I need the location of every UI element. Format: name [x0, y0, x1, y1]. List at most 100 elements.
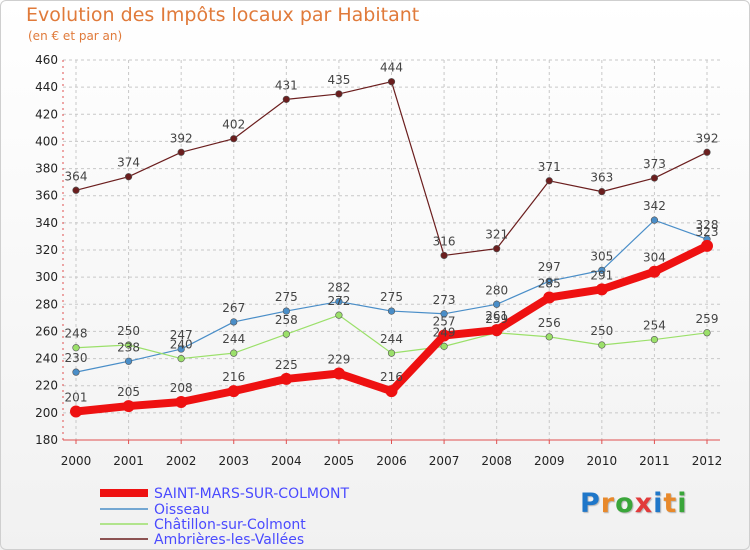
- data-point: [70, 405, 82, 418]
- y-tick-label: 440: [35, 80, 58, 94]
- data-point: [387, 307, 396, 315]
- y-tick-label: 180: [35, 433, 58, 447]
- data-label: 230: [65, 351, 88, 365]
- data-label: 244: [380, 332, 403, 346]
- data-point: [648, 265, 661, 278]
- x-tick-label: 2012: [692, 454, 723, 468]
- data-point: [598, 188, 606, 196]
- x-tick-label: 2010: [587, 454, 618, 468]
- data-label: 216: [222, 370, 245, 384]
- y-tick-label: 200: [35, 406, 58, 420]
- data-label: 201: [65, 391, 88, 405]
- data-point: [493, 245, 501, 253]
- data-point: [440, 342, 448, 350]
- y-tick-label: 460: [35, 53, 58, 67]
- data-label: 257: [433, 315, 456, 329]
- y-tick-label: 300: [35, 270, 58, 284]
- data-label: 275: [275, 290, 298, 304]
- y-tick-label: 240: [35, 352, 58, 366]
- data-point: [122, 400, 135, 413]
- y-tick-label: 360: [35, 189, 58, 203]
- x-tick-label: 2000: [61, 454, 92, 468]
- data-label: 259: [696, 312, 719, 326]
- data-label: 373: [643, 157, 666, 171]
- data-point: [175, 396, 188, 408]
- data-point: [545, 333, 553, 341]
- chart-title: Evolution des Impôts locaux par Habitant: [26, 4, 420, 26]
- logo-letter: r: [600, 488, 616, 519]
- data-label: 374: [117, 156, 140, 170]
- legend-label: Châtillon-sur-Colmont: [154, 517, 306, 533]
- data-point: [545, 177, 553, 185]
- data-point: [282, 330, 290, 338]
- x-tick-label: 2003: [218, 454, 249, 468]
- data-label: 273: [433, 293, 456, 307]
- data-point: [701, 239, 713, 252]
- data-point: [177, 345, 185, 353]
- data-label: 282: [327, 281, 350, 295]
- x-tick-label: 2004: [271, 454, 302, 468]
- data-label: 216: [380, 370, 403, 384]
- data-label: 208: [170, 381, 193, 395]
- data-label: 275: [380, 290, 403, 304]
- data-point: [650, 174, 659, 182]
- data-point: [703, 148, 711, 156]
- data-label: 328: [696, 218, 719, 232]
- x-tick-label: 2009: [534, 454, 565, 468]
- data-label: 261: [485, 309, 508, 323]
- data-label: 280: [485, 283, 508, 297]
- data-label: 250: [590, 324, 613, 338]
- data-point: [387, 78, 396, 86]
- y-tick-label: 400: [35, 134, 58, 148]
- data-label: 285: [538, 277, 561, 291]
- legend-label: Ambrières-les-Vallées: [154, 532, 304, 548]
- data-label: 435: [327, 73, 350, 87]
- data-point: [440, 310, 448, 318]
- y-tick-label: 380: [35, 162, 58, 176]
- data-label: 431: [275, 78, 298, 92]
- data-label: 364: [65, 169, 88, 183]
- data-point: [387, 349, 396, 357]
- data-point: [72, 186, 80, 194]
- data-label: 363: [590, 171, 613, 185]
- data-point: [650, 216, 659, 224]
- data-point: [650, 335, 659, 344]
- data-label: 238: [117, 340, 140, 354]
- data-point: [280, 372, 293, 385]
- data-point: [230, 349, 238, 357]
- data-point: [332, 367, 345, 380]
- data-label: 240: [170, 338, 193, 352]
- y-axis: 180 200 220 240 260 280 300 320 340 360 380 400 420 4…: [35, 53, 64, 447]
- data-labels: 364 374 392 402 431 435 444 316 321 371 363 373 392 2…: [65, 61, 719, 405]
- x-tick-label: 2007: [429, 454, 460, 468]
- data-point: [124, 357, 133, 365]
- data-label: 297: [538, 260, 561, 274]
- data-label: 244: [222, 332, 245, 346]
- series-layer: [70, 78, 713, 418]
- legend: SAINT-MARS-SUR-COLMONTOisseauChâtillon-s…: [100, 486, 349, 548]
- data-point: [230, 135, 238, 143]
- logo-letter: o: [615, 488, 635, 519]
- data-label: 229: [327, 353, 350, 367]
- data-point: [438, 329, 451, 342]
- data-point: [124, 341, 133, 349]
- data-label: 247: [170, 328, 193, 342]
- data-label: 305: [590, 249, 613, 263]
- y-tick-label: 340: [35, 216, 58, 230]
- data-label: 321: [485, 228, 508, 242]
- data-point: [72, 368, 80, 376]
- data-point: [493, 300, 501, 308]
- legend-label: Oisseau: [154, 502, 210, 518]
- data-point: [230, 318, 238, 326]
- data-point: [282, 95, 290, 103]
- data-point: [703, 329, 711, 337]
- data-point: [595, 283, 608, 296]
- data-label: 316: [433, 234, 456, 248]
- data-label: 304: [643, 251, 666, 265]
- x-tick-label: 2005: [324, 454, 355, 468]
- chart-subtitle: (en € et par an): [28, 29, 123, 43]
- data-point: [490, 324, 503, 337]
- data-label: 323: [696, 225, 719, 239]
- data-label: 392: [696, 131, 719, 145]
- data-point: [440, 251, 448, 260]
